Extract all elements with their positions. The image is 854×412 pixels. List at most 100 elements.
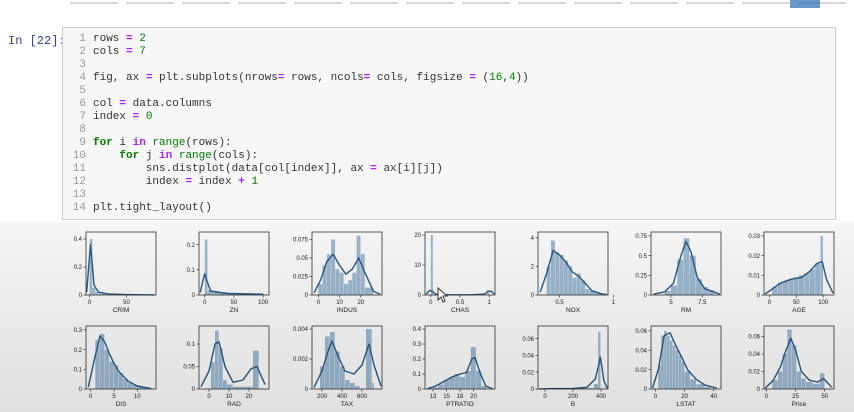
- line-number: 12: [72, 176, 86, 188]
- line-number: 10: [72, 150, 86, 162]
- y-tick-label: 0: [531, 387, 535, 393]
- x-tick-label: 1: [487, 300, 491, 306]
- code-token: [93, 150, 119, 162]
- code-token: plt.tight_layout(): [93, 202, 212, 214]
- x-tick-label: 15: [443, 394, 450, 400]
- y-tick-label: 0.03: [748, 234, 760, 240]
- x-tick-label: 0: [317, 300, 321, 306]
- y-tick-label: 0.075: [293, 238, 309, 244]
- x-tick-label: 0: [203, 300, 207, 306]
- histogram-bar: [677, 259, 684, 295]
- histogram-bar: [211, 362, 215, 389]
- histogram-bar: [708, 290, 715, 295]
- code-token: 1: [251, 176, 259, 188]
- y-tick-label: 0: [644, 387, 648, 393]
- y-tick-label: 0.04: [635, 348, 647, 354]
- x-axis-label: INDUS: [337, 307, 358, 314]
- histogram-bar: [684, 371, 691, 389]
- code-cell[interactable]: 1 rows = 2 2 cols = 7 3 4 fig, ax = plt.subplo…: [62, 27, 836, 220]
- y-tick-label: 0.02: [522, 370, 534, 376]
- y-tick-label: 0.1: [187, 342, 196, 348]
- histogram-bar: [476, 371, 482, 389]
- code-text: cols = 7: [93, 46, 146, 59]
- line-number: 8: [79, 124, 86, 136]
- x-tick-label: 10: [336, 300, 343, 306]
- line-number: 2: [79, 46, 86, 58]
- y-tick-label: 0.02: [748, 254, 760, 260]
- axes-frame: [763, 231, 835, 296]
- y-tick-label: 0: [644, 293, 648, 299]
- histogram-bar: [813, 383, 820, 389]
- y-tick-label: 0.002: [293, 357, 309, 363]
- histogram-bar: [658, 364, 661, 389]
- histogram-bar: [550, 240, 555, 295]
- x-tick-label: 7.5: [698, 300, 707, 306]
- y-tick-label: 0.004: [293, 327, 309, 333]
- code-token: =: [119, 98, 127, 110]
- histogram-bar: [772, 287, 778, 295]
- y-tick-label: 0: [305, 293, 309, 299]
- code-line: 9 for i in range(rows):: [63, 137, 835, 150]
- code-token: plt.subplots(nrows: [152, 72, 278, 84]
- histogram-bar: [433, 387, 439, 389]
- code-token: =: [277, 72, 285, 84]
- code-token: cols: [93, 46, 127, 58]
- histogram-bar: [696, 384, 705, 389]
- y-tick-label: 0.4: [74, 237, 83, 243]
- code-line: 2 cols = 7: [63, 46, 835, 59]
- line-number: 3: [79, 59, 86, 71]
- y-tick-label: 0.3: [74, 328, 83, 334]
- input-prompt: In [22]:: [8, 34, 66, 48]
- y-tick-label: 0.5: [639, 254, 648, 260]
- histogram-bar: [585, 289, 590, 295]
- code-token: sns.distplot(data[col[index]], ax: [93, 163, 371, 175]
- y-tick-label: 0.4: [413, 327, 422, 333]
- code-line: 7 index = 0: [63, 111, 835, 124]
- histogram-bar: [664, 291, 671, 295]
- histogram-bar: [470, 347, 476, 389]
- histogram-bar: [137, 387, 147, 389]
- x-axis-label: CRIM: [113, 307, 130, 314]
- histogram-bar: [778, 371, 783, 389]
- histogram-bar: [339, 272, 344, 295]
- axes-frame: [198, 325, 270, 390]
- histogram-bar: [219, 292, 228, 295]
- y-tick-label: 0.04: [522, 354, 534, 360]
- histogram-bar: [555, 252, 560, 295]
- code-line: 13: [63, 189, 835, 202]
- histogram-bar: [671, 285, 677, 295]
- y-tick-label: 0.06: [635, 329, 647, 335]
- histogram-bar: [772, 380, 778, 389]
- line-number: 7: [79, 111, 86, 123]
- y-tick-label: 0: [757, 387, 761, 393]
- x-tick-label: 0: [89, 394, 93, 400]
- previous-output-strip: [70, 0, 846, 8]
- code-token: cols, figsize: [370, 72, 470, 84]
- y-tick-label: 0.05: [296, 256, 308, 262]
- histogram-bar: [253, 350, 259, 389]
- y-tick-label: 0.02: [635, 368, 647, 374]
- histogram-bar: [581, 280, 586, 295]
- x-axis-label: Price: [792, 401, 807, 408]
- histogram-bar: [661, 335, 664, 389]
- code-token: i: [112, 137, 133, 149]
- x-tick-label: 40: [710, 394, 717, 400]
- y-tick-label: 0.04: [748, 352, 760, 358]
- subplot-nox: 0 2 4 0.5 1 NOX: [531, 231, 616, 314]
- y-tick-label: 0.75: [635, 234, 647, 240]
- x-tick-label: 0.5: [456, 300, 465, 306]
- histogram-bar: [92, 288, 96, 295]
- x-tick-label: 13: [430, 394, 437, 400]
- kde-line: [764, 260, 834, 295]
- x-axis-label: AGE: [792, 307, 806, 314]
- x-tick-label: 200: [317, 394, 328, 400]
- code-line: 6 col = data.columns: [63, 98, 835, 111]
- x-tick-label: 18: [457, 394, 464, 400]
- subplot-rm: 0 0.25 0.5 0.75 5 7.5 RM: [635, 231, 722, 314]
- subplot-dis: 0 0.1 0.2 0.3 0 5 10 DIS: [74, 325, 157, 408]
- code-token: =: [370, 163, 377, 175]
- kde-line: [86, 243, 155, 296]
- histogram-bar: [486, 290, 489, 295]
